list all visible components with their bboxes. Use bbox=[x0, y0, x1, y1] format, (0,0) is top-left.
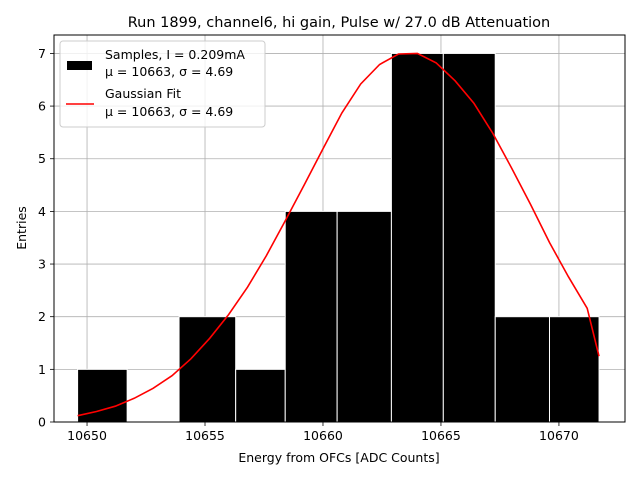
x-tick-label: 10660 bbox=[303, 428, 343, 443]
histogram-bar bbox=[235, 368, 286, 423]
histogram-bar bbox=[548, 316, 600, 423]
y-tick-label: 4 bbox=[38, 204, 46, 219]
y-tick-label: 3 bbox=[38, 257, 46, 272]
x-tick-label: 10665 bbox=[421, 428, 461, 443]
x-axis-ticks: 10650 10655 10660 10665 10670 bbox=[67, 422, 579, 443]
legend: Samples, I = 0.209mA μ = 10663, σ = 4.69… bbox=[59, 40, 266, 128]
legend-samples-stats: μ = 10663, σ = 4.69 bbox=[105, 64, 233, 79]
legend-fit-label: Gaussian Fit bbox=[105, 86, 181, 101]
chart-title: Run 1899, channel6, hi gain, Pulse w/ 27… bbox=[128, 15, 551, 31]
y-tick-label: 5 bbox=[38, 151, 46, 166]
histogram-bar bbox=[494, 316, 550, 423]
legend-samples-swatch bbox=[67, 61, 92, 70]
y-tick-label: 1 bbox=[38, 362, 46, 377]
y-axis-ticks: 0 1 2 3 4 5 6 7 bbox=[38, 46, 54, 430]
histogram-bar bbox=[284, 210, 338, 423]
x-tick-label: 10670 bbox=[539, 428, 579, 443]
histogram-bar bbox=[390, 52, 444, 423]
legend-fit-stats: μ = 10663, σ = 4.69 bbox=[105, 104, 233, 119]
histogram-bar bbox=[442, 52, 496, 423]
histogram-bar bbox=[336, 210, 392, 423]
legend-box bbox=[59, 40, 266, 128]
histogram-bar bbox=[178, 316, 237, 423]
x-tick-label: 10655 bbox=[185, 428, 225, 443]
y-axis-label: Entries bbox=[14, 206, 29, 250]
x-tick-label: 10650 bbox=[67, 428, 107, 443]
y-tick-label: 2 bbox=[38, 309, 46, 324]
legend-samples-label: Samples, I = 0.209mA bbox=[105, 47, 245, 62]
gaussian-fit-line bbox=[77, 52, 600, 417]
y-tick-label: 6 bbox=[38, 99, 46, 114]
y-tick-label: 7 bbox=[38, 46, 46, 61]
x-axis-label: Energy from OFCs [ADC Counts] bbox=[238, 450, 439, 465]
y-tick-label: 0 bbox=[38, 415, 46, 430]
plot-frame bbox=[53, 34, 626, 423]
